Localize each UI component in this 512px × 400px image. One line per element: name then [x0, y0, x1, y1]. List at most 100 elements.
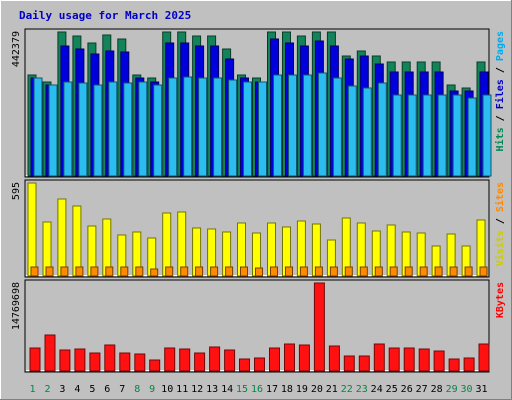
day-label: 14: [221, 384, 233, 395]
day-label: 2: [44, 384, 50, 395]
bar-pages-day-11: [183, 76, 193, 177]
day-label: 27: [416, 384, 428, 395]
day-label: 13: [206, 384, 218, 395]
legend-entry: KBytes: [495, 282, 506, 318]
bar-pages-day-22: [347, 85, 357, 177]
bar-pages-day-12: [198, 77, 208, 177]
bar-pages-day-7: [123, 82, 133, 177]
bar-sites-day-5: [90, 266, 99, 277]
bar-pages-day-9: [153, 84, 163, 177]
ymax-label: 14769698: [11, 282, 22, 330]
day-labels: 1 2 3 4 5 6 7 8 9 10 11 12 13 14 15 16 17 18 19 20 21 22 23 24 2…: [29, 384, 487, 395]
bar-kbytes-day-23: [358, 355, 370, 372]
bar-sites-day-7: [120, 266, 129, 277]
bar-kbytes-day-10: [164, 347, 176, 372]
day-label: 12: [191, 384, 203, 395]
bar-sites-day-6: [105, 266, 114, 277]
bar-kbytes-day-11: [179, 348, 191, 372]
bar-pages-day-27: [422, 94, 432, 177]
bar-sites-day-10: [165, 266, 174, 277]
day-label: 21: [326, 384, 338, 395]
bar-kbytes-day-17: [269, 347, 280, 372]
bar-kbytes-day-12: [194, 352, 206, 372]
bar-sites-day-20: [314, 266, 323, 277]
bar-visits-day-4: [72, 205, 82, 277]
bar-sites-day-14: [225, 266, 234, 277]
panel-pages-files-hits: 442379 Hits / Files / Pages: [11, 28, 506, 178]
day-label: 15: [236, 384, 248, 395]
bar-pages-day-6: [108, 81, 118, 177]
bar-kbytes-day-14: [224, 349, 236, 372]
bar-sites-day-31: [479, 266, 488, 277]
bar-pages-day-10: [168, 77, 178, 177]
legend: Visits / Sites: [494, 182, 506, 266]
bar-sites-day-25: [389, 266, 398, 277]
bar-kbytes-day-6: [104, 344, 116, 372]
bar-kbytes-day-1: [29, 347, 41, 372]
day-label: 10: [161, 384, 173, 395]
legend-entry: Visits: [494, 230, 506, 266]
bar-kbytes-day-19: [298, 344, 310, 372]
panel-sites-visits: 595 Visits / Sites: [11, 179, 506, 278]
legend-entry: Pages: [495, 31, 506, 61]
day-label: 24: [371, 384, 383, 395]
day-label: 9: [149, 384, 155, 395]
bar-kbytes-day-26: [403, 347, 415, 372]
bar-sites-day-26: [404, 266, 413, 277]
bar-pages-day-31: [482, 94, 492, 177]
bar-pages-day-24: [377, 82, 387, 177]
bar-kbytes-day-27: [418, 348, 430, 372]
bar-pages-day-28: [437, 94, 447, 177]
day-label: 5: [89, 384, 95, 395]
day-label: 25: [386, 384, 398, 395]
day-label: 23: [356, 384, 368, 395]
day-label: 8: [134, 384, 140, 395]
legend-entry: /: [495, 109, 506, 127]
bar-sites-day-9: [150, 268, 159, 277]
bar-sites-day-8: [135, 266, 144, 277]
day-label: 3: [59, 384, 65, 395]
bar-kbytes-day-7: [119, 352, 131, 372]
bar-sites-day-18: [285, 266, 293, 277]
bar-sites-day-12: [195, 266, 204, 277]
bar-kbytes-day-20: [313, 282, 325, 372]
legend: Hits / Files / Pages: [494, 31, 506, 151]
bar-pages-day-26: [407, 94, 417, 177]
bar-visits-day-3: [57, 198, 67, 277]
bar-pages-day-1: [33, 77, 43, 177]
bar-pages-day-18: [288, 74, 297, 177]
chart-title: Daily usage for March 2025: [19, 9, 191, 22]
bar-kbytes-day-18: [284, 343, 295, 372]
day-label: 20: [311, 384, 323, 395]
legend-entry: Hits: [494, 127, 506, 151]
bar-pages-day-15: [243, 81, 252, 177]
day-label: 1: [29, 384, 35, 395]
bar-pages-day-19: [302, 74, 312, 177]
day-label: 30: [460, 384, 472, 395]
bar-pages-day-14: [228, 79, 238, 177]
bar-kbytes-day-28: [433, 350, 445, 372]
bar-sites-day-27: [419, 266, 428, 277]
panel-kbytes: 14769698 KBytes: [11, 279, 506, 373]
bar-pages-day-2: [48, 84, 58, 177]
bar-sites-day-24: [374, 266, 383, 277]
bar-sites-day-21: [329, 266, 338, 277]
bar-pages-day-29: [452, 94, 462, 177]
day-label: 18: [281, 384, 293, 395]
legend: KBytes: [495, 282, 506, 318]
bar-kbytes-day-4: [74, 348, 86, 372]
day-label: 16: [251, 384, 263, 395]
ymax-label: 442379: [11, 31, 22, 67]
bar-sites-day-1: [30, 266, 39, 277]
bar-sites-day-17: [270, 266, 278, 277]
bar-pages-day-4: [78, 82, 88, 177]
bar-kbytes-day-22: [343, 355, 355, 372]
day-label: 6: [104, 384, 110, 395]
day-label: 11: [176, 384, 188, 395]
day-label: 28: [431, 384, 443, 395]
bar-sites-day-28: [434, 266, 443, 277]
bar-sites-day-3: [60, 266, 69, 277]
bar-pages-day-30: [467, 97, 477, 177]
legend-entry: Files: [494, 79, 506, 109]
